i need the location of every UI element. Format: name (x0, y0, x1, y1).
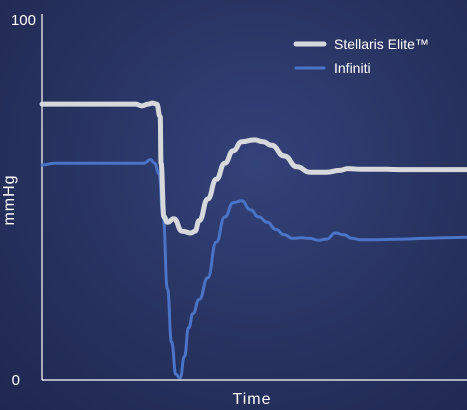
chart-legend: Stellaris Elite™ Infiniti (293, 36, 429, 76)
series-line-infiniti (40, 158, 467, 380)
chart-axes (41, 14, 467, 381)
legend-label-infiniti: Infiniti (334, 60, 371, 76)
y-axis-label: mmHg (1, 174, 18, 225)
y-tick-label-max: 100 (11, 12, 36, 29)
series-layer (39, 100, 467, 380)
y-tick-label-min: 0 (12, 372, 20, 389)
series-line-stellaris (39, 100, 467, 236)
legend-label-stellaris: Stellaris Elite™ (334, 36, 429, 52)
x-axis-label: Time (233, 391, 272, 408)
